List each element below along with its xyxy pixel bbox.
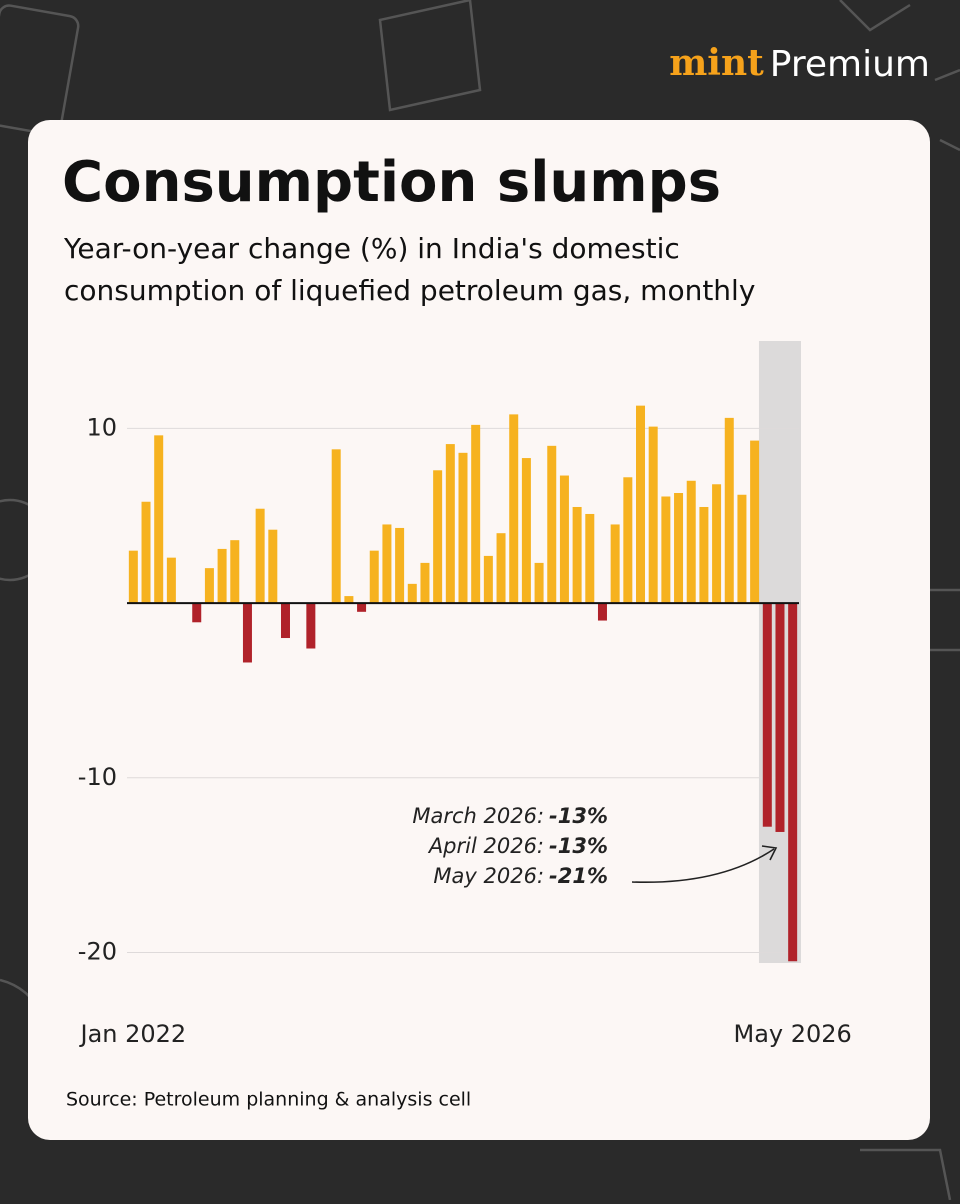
bar bbox=[230, 540, 240, 604]
bar bbox=[775, 603, 785, 832]
bar bbox=[585, 513, 595, 604]
bar bbox=[445, 444, 455, 604]
bar bbox=[636, 405, 646, 604]
bar bbox=[395, 527, 405, 604]
bar bbox=[547, 445, 557, 604]
chart-title: Consumption slumps bbox=[62, 150, 721, 215]
bar bbox=[737, 494, 747, 604]
annotation: April 2026: -13% bbox=[427, 834, 608, 858]
annotation-label: May 2026: bbox=[433, 864, 544, 888]
bar bbox=[420, 562, 430, 604]
bar bbox=[217, 548, 227, 604]
bar bbox=[762, 603, 772, 827]
bar bbox=[407, 583, 417, 604]
chart-subtitle: Year-on-year change (%) in India's domes… bbox=[63, 232, 680, 265]
x-tick-label: May 2026 bbox=[733, 1020, 851, 1048]
brand: mint Premium bbox=[669, 42, 930, 85]
bar bbox=[382, 524, 392, 604]
bar bbox=[724, 417, 734, 604]
bar bbox=[699, 506, 709, 604]
bar bbox=[788, 603, 798, 962]
bar bbox=[369, 550, 379, 604]
brand-tier: Premium bbox=[770, 44, 930, 85]
brand-name: mint bbox=[669, 42, 764, 84]
annotation-value: -21% bbox=[549, 864, 608, 888]
bar bbox=[141, 501, 151, 604]
source: Source: Petroleum planning & analysis ce… bbox=[66, 1089, 471, 1111]
bar bbox=[458, 452, 468, 604]
bar bbox=[280, 603, 290, 639]
bar bbox=[648, 426, 658, 604]
annotation-label: March 2026: bbox=[412, 804, 544, 828]
bar bbox=[572, 506, 582, 604]
bar bbox=[154, 435, 164, 604]
card bbox=[28, 120, 930, 1140]
x-tick-label: Jan 2022 bbox=[78, 1020, 186, 1048]
bar bbox=[344, 596, 354, 604]
bar bbox=[268, 529, 278, 604]
bar bbox=[471, 424, 481, 604]
bar bbox=[521, 458, 531, 604]
bar bbox=[496, 533, 506, 604]
annotation-value: -13% bbox=[549, 834, 608, 858]
y-tick-label: -10 bbox=[78, 763, 117, 791]
annotation-value: -13% bbox=[549, 804, 608, 828]
bar bbox=[750, 440, 760, 604]
bar bbox=[483, 555, 493, 604]
bar bbox=[128, 550, 138, 604]
annotation-label: April 2026: bbox=[427, 834, 544, 858]
bar bbox=[623, 477, 633, 604]
bar bbox=[509, 414, 519, 604]
bar bbox=[204, 568, 214, 604]
bar bbox=[357, 603, 367, 612]
bar bbox=[661, 496, 671, 604]
annotation-arrow bbox=[631, 848, 775, 884]
bar bbox=[534, 562, 544, 604]
chart-subtitle: consumption of liquefied petroleum gas, … bbox=[64, 274, 755, 307]
bar bbox=[610, 524, 620, 604]
bar bbox=[686, 480, 696, 604]
bar bbox=[306, 603, 316, 649]
bar bbox=[255, 508, 265, 604]
bar bbox=[712, 484, 722, 604]
bar bbox=[559, 475, 569, 604]
annotation-arrowhead bbox=[761, 845, 778, 861]
annotation: March 2026: -13% bbox=[412, 804, 608, 828]
bar bbox=[674, 493, 684, 604]
bar bbox=[166, 557, 176, 604]
y-tick-label: -20 bbox=[78, 938, 117, 966]
bar bbox=[331, 449, 341, 604]
y-tick-label: 10 bbox=[86, 413, 117, 441]
bar bbox=[597, 603, 607, 621]
bar bbox=[192, 603, 202, 623]
annotation: May 2026: -21% bbox=[433, 864, 608, 888]
bar bbox=[242, 603, 252, 663]
bar bbox=[433, 470, 443, 604]
